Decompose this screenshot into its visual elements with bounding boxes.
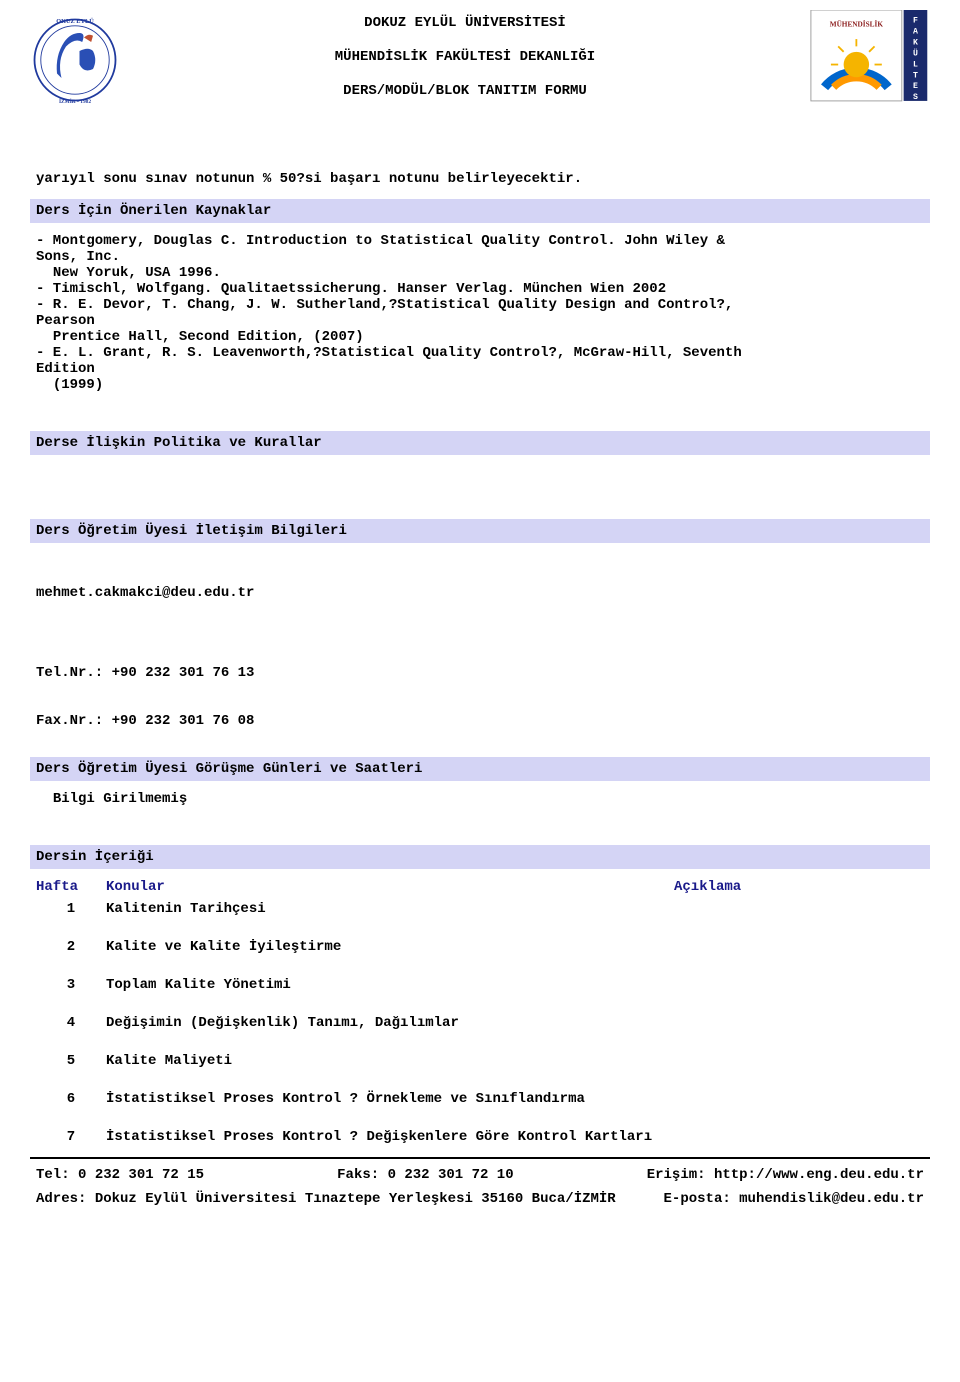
university-logo-left: OKUZ EYLÜ İZMİR • 1982 xyxy=(30,10,120,110)
week-number: 1 xyxy=(36,901,106,917)
page-header: OKUZ EYLÜ İZMİR • 1982 DOKUZ EYLÜL ÜNİVE… xyxy=(30,10,930,117)
svg-text:OKUZ EYLÜ: OKUZ EYLÜ xyxy=(56,18,94,25)
week-topic: Kalite Maliyeti xyxy=(106,1053,674,1069)
exam-note: yarıyıl sonu sınav notunun % 50?si başar… xyxy=(30,167,930,191)
officehours-body: Bilgi Girilmemiş xyxy=(30,787,930,811)
svg-text:S: S xyxy=(913,93,918,102)
footer-web-label: Erişim: xyxy=(647,1167,714,1183)
resources-section-title: Ders İçin Önerilen Kaynaklar xyxy=(30,199,930,223)
content-row: 4Değişimin (Değişkenlik) Tanımı, Dağılım… xyxy=(30,1011,930,1035)
content-row: 2Kalite ve Kalite İyileştirme xyxy=(30,935,930,959)
header-titles: DOKUZ EYLÜL ÜNİVERSİTESİ MÜHENDİSLİK FAK… xyxy=(120,10,810,117)
content-row: 7İstatistiksel Proses Kontrol ? Değişken… xyxy=(30,1125,930,1149)
svg-text:F: F xyxy=(913,17,918,26)
officehours-section-title: Ders Öğretim Üyesi Görüşme Günleri ve Sa… xyxy=(30,757,930,781)
content-section-title: Dersin İçeriği xyxy=(30,845,930,869)
col-desc-header: Açıklama xyxy=(674,879,924,895)
content-header-row: Hafta Konular Açıklama xyxy=(30,875,930,899)
week-topic: İstatistiksel Proses Kontrol ? Değişkenl… xyxy=(106,1129,674,1145)
week-number: 4 xyxy=(36,1015,106,1031)
week-number: 6 xyxy=(36,1091,106,1107)
footer-tel-label: Tel: xyxy=(36,1167,78,1183)
footer-email-label: E-posta: xyxy=(664,1191,740,1207)
week-number: 5 xyxy=(36,1053,106,1069)
svg-text:L: L xyxy=(913,60,918,69)
content-row: 1Kalitenin Tarihçesi xyxy=(30,897,930,921)
week-topic: Toplam Kalite Yönetimi xyxy=(106,977,674,993)
contact-body: mehmet.cakmakci@deu.edu.tr Tel.Nr.: +90 … xyxy=(30,549,930,749)
footer-web-value[interactable]: http://www.eng.deu.edu.tr xyxy=(714,1167,924,1183)
tel-label: Tel.Nr.: xyxy=(36,665,112,681)
footer-row-2: Adres: Dokuz Eylül Üniversitesi Tınaztep… xyxy=(30,1187,930,1211)
week-number: 2 xyxy=(36,939,106,955)
content-row: 5Kalite Maliyeti xyxy=(30,1049,930,1073)
svg-text:İZMİR • 1982: İZMİR • 1982 xyxy=(59,98,91,105)
week-topic: Kalitenin Tarihçesi xyxy=(106,901,674,917)
svg-text:A: A xyxy=(913,28,918,37)
fax-label: Fax.Nr.: xyxy=(36,713,112,729)
week-number: 3 xyxy=(36,977,106,993)
faculty-name: MÜHENDİSLİK FAKÜLTESİ DEKANLIĞI xyxy=(120,49,810,65)
tel-value: +90 232 301 76 13 xyxy=(112,665,255,681)
content-row: 6İstatistiksel Proses Kontrol ? Örneklem… xyxy=(30,1087,930,1111)
footer-tel-value: 0 232 301 72 15 xyxy=(78,1167,204,1183)
footer-email-value[interactable]: muhendislik@deu.edu.tr xyxy=(739,1191,924,1207)
footer-row-1: Tel: 0 232 301 72 15 Faks: 0 232 301 72 … xyxy=(30,1159,930,1187)
svg-text:E: E xyxy=(913,82,918,91)
footer-addr-label: Adres: xyxy=(36,1191,95,1207)
policies-body xyxy=(30,461,930,485)
footer-web: Erişim: http://www.eng.deu.edu.tr xyxy=(647,1167,924,1183)
contact-section-title: Ders Öğretim Üyesi İletişim Bilgileri xyxy=(30,519,930,543)
fax-value: +90 232 301 76 08 xyxy=(112,713,255,729)
footer-email: E-posta: muhendislik@deu.edu.tr xyxy=(664,1191,924,1207)
footer-fax-label: Faks: xyxy=(337,1167,387,1183)
week-number: 7 xyxy=(36,1129,106,1145)
contact-fax: Fax.Nr.: +90 232 301 76 08 xyxy=(36,713,924,729)
footer-tel: Tel: 0 232 301 72 15 xyxy=(36,1167,204,1183)
week-topic: Değişimin (Değişkenlik) Tanımı, Dağılıml… xyxy=(106,1015,674,1031)
week-topic: İstatistiksel Proses Kontrol ? Örnekleme… xyxy=(106,1091,674,1107)
svg-text:T: T xyxy=(913,71,918,80)
content-row: 3Toplam Kalite Yönetimi xyxy=(30,973,930,997)
university-name: DOKUZ EYLÜL ÜNİVERSİTESİ xyxy=(120,15,810,31)
week-topic: Kalite ve Kalite İyileştirme xyxy=(106,939,674,955)
footer-fax-value: 0 232 301 72 10 xyxy=(388,1167,514,1183)
footer-fax: Faks: 0 232 301 72 10 xyxy=(337,1167,513,1183)
svg-text:MÜHENDİSLİK: MÜHENDİSLİK xyxy=(830,18,884,28)
weeks-container: 1Kalitenin Tarihçesi 2Kalite ve Kalite İy… xyxy=(30,897,930,1149)
contact-tel: Tel.Nr.: +90 232 301 76 13 xyxy=(36,665,924,681)
svg-text:K: K xyxy=(913,39,918,48)
contact-email: mehmet.cakmakci@deu.edu.tr xyxy=(36,585,924,601)
footer-addr-value: Dokuz Eylül Üniversitesi Tınaztepe Yerle… xyxy=(95,1191,616,1207)
resources-body: - Montgomery, Douglas C. Introduction to… xyxy=(30,229,930,397)
svg-text:Ü: Ü xyxy=(913,47,918,58)
col-topic-header: Konular xyxy=(106,879,674,895)
faculty-logo-right: MÜHENDİSLİK F A K Ü L T E S xyxy=(810,10,930,110)
form-name: DERS/MODÜL/BLOK TANITIM FORMU xyxy=(120,83,810,99)
policies-section-title: Derse İlişkin Politika ve Kurallar xyxy=(30,431,930,455)
col-week-header: Hafta xyxy=(36,879,106,895)
footer-address: Adres: Dokuz Eylül Üniversitesi Tınaztep… xyxy=(36,1191,616,1207)
